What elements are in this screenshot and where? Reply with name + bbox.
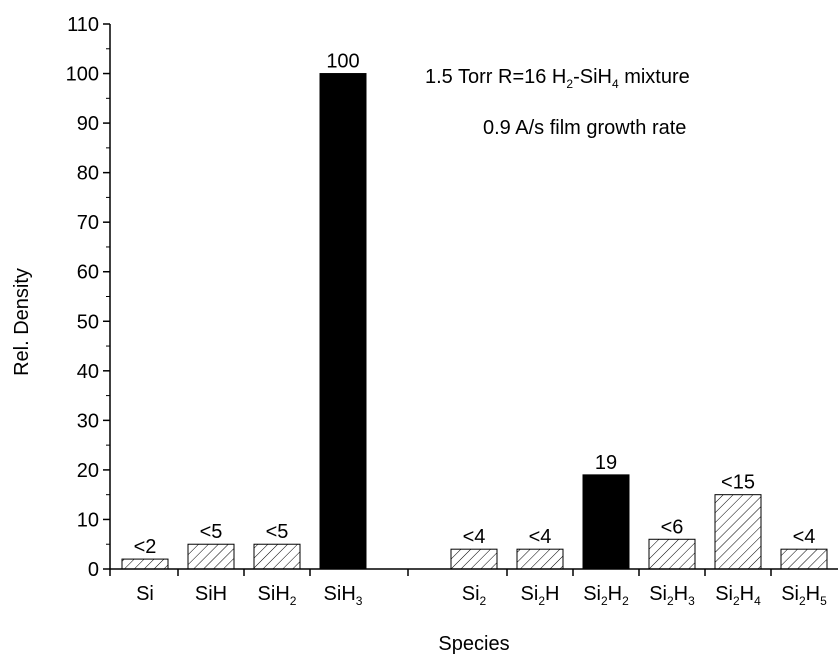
- bar-value-label: <6: [661, 516, 684, 538]
- bar-value-label: <4: [529, 526, 552, 548]
- x-axis-title: Species: [438, 633, 509, 655]
- y-tick-label: 20: [77, 460, 99, 482]
- annotation-line-1: 1.5 Torr R=16 H2-SiH4 mixture: [425, 66, 690, 91]
- bar-value-label: <15: [721, 472, 755, 494]
- y-tick-label: 90: [77, 113, 99, 135]
- bar-2: [253, 543, 301, 570]
- bar-9: [780, 548, 828, 570]
- y-tick-label: 40: [77, 361, 99, 383]
- category-label: Si2H: [521, 583, 560, 608]
- bar-value-label: <2: [134, 536, 157, 558]
- labels: 0 10 20 30 40 50 60 70 80 90 100 110 <2 Si <5 SiH <5 SiH2…: [66, 14, 828, 608]
- bar-value-label: <4: [463, 526, 486, 548]
- category-label: Si2H5: [781, 583, 827, 608]
- y-tick-label: 100: [66, 64, 99, 86]
- category-label: Si2H4: [715, 583, 761, 608]
- category-label: SiH: [195, 583, 227, 605]
- bar-value-label: <5: [266, 521, 289, 543]
- annotation-line-2: 0.9 A/s film growth rate: [483, 117, 686, 139]
- y-tick-label: 0: [88, 559, 99, 581]
- bar-value-label: <5: [200, 521, 223, 543]
- y-tick-label: 60: [77, 262, 99, 284]
- bars: [121, 73, 828, 570]
- category-label: SiH2: [258, 583, 297, 608]
- bar-5: [516, 548, 564, 570]
- bar-value-label: 100: [326, 51, 359, 73]
- y-tick-label: 50: [77, 311, 99, 333]
- annotation-line-1-part-b: -SiH: [573, 66, 612, 88]
- y-axis-title: Rel. Density: [11, 268, 33, 376]
- bar-3: [319, 73, 367, 570]
- bar-4: [450, 548, 498, 570]
- annotation-line-1-sub-a: 2: [566, 77, 573, 91]
- annotation-line-1-part-c: mixture: [619, 66, 690, 88]
- category-label: Si2: [462, 583, 487, 608]
- bar-8: [714, 494, 762, 570]
- annotation-line-1-sub-b: 4: [612, 77, 619, 91]
- y-tick-label: 70: [77, 212, 99, 234]
- y-tick-label: 110: [67, 14, 99, 36]
- bar-1: [187, 543, 235, 570]
- y-tick-label: 80: [77, 163, 99, 185]
- bar-0: [121, 558, 169, 570]
- bar-value-label: <4: [793, 526, 816, 548]
- bar-6: [582, 474, 630, 570]
- y-tick-label: 10: [77, 509, 99, 531]
- bar-value-label: 19: [595, 452, 617, 474]
- annotation-line-1-part-a: 1.5 Torr R=16 H: [425, 66, 566, 88]
- category-label: Si: [136, 583, 154, 605]
- y-tick-label: 30: [77, 410, 99, 432]
- category-label: SiH3: [324, 583, 363, 608]
- category-label: Si2H2: [583, 583, 629, 608]
- bar-7: [648, 538, 696, 570]
- category-label: Si2H3: [649, 583, 695, 608]
